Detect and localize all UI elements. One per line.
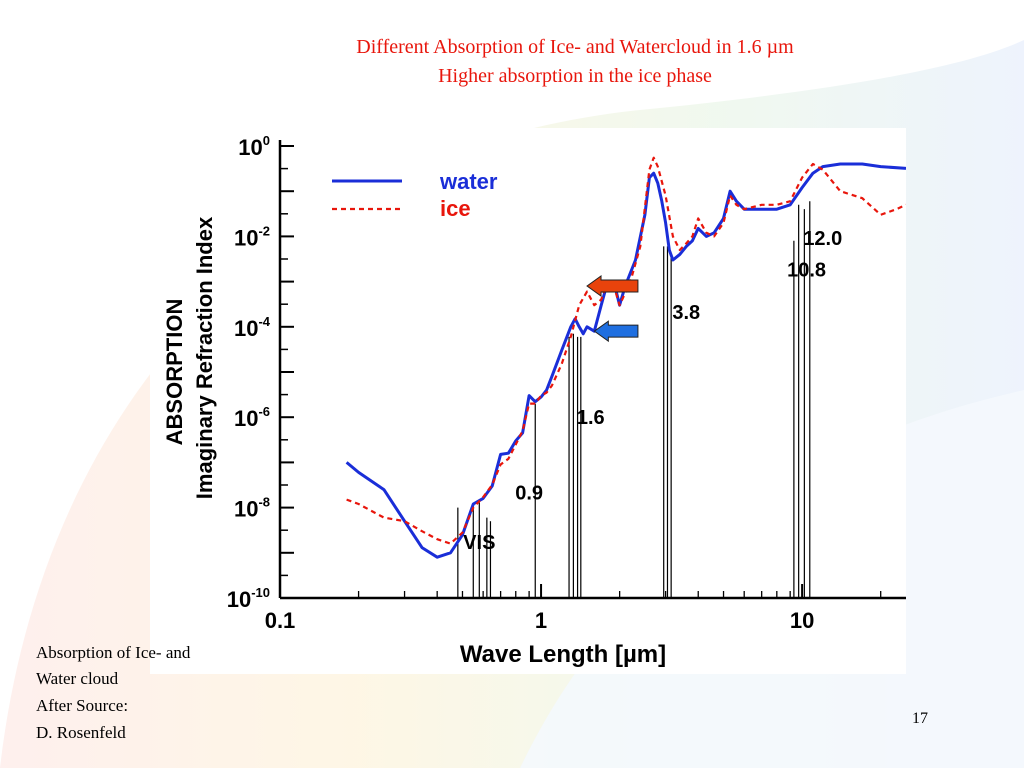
y-tick-label: 100 — [238, 133, 270, 160]
band-label: 1.6 — [577, 407, 605, 429]
caption-line-2: Water cloud — [36, 669, 119, 688]
y-tick-label: 10-10 — [227, 585, 270, 612]
slide-subtitle: Higher absorption in the ice phase — [438, 65, 712, 87]
slide-title: Different Absorption of Ice- and Watercl… — [356, 36, 794, 58]
page-number: 17 — [912, 710, 928, 727]
x-axis-title: Wave Length [µm] — [460, 641, 666, 668]
absorption-chart: 100 10-2 10-4 10-6 10-8 10-100.1 1 10 Wave Lengt… — [162, 133, 906, 668]
ice-arrow — [586, 275, 639, 297]
ice-series-line — [346, 156, 906, 545]
band-label: 12.0 — [803, 228, 842, 250]
y-axis-title-line2: Imaginary Refraction Index — [192, 216, 217, 499]
band-label: 0.9 — [515, 483, 543, 505]
x-tick-label: 0.1 — [265, 608, 296, 633]
y-tick-label: 10-4 — [234, 314, 271, 341]
x-tick-label: 1 — [535, 608, 547, 633]
caption-line-1: Absorption of Ice- and — [36, 643, 191, 662]
legend-water-label: water — [439, 169, 498, 194]
y-axis-title-line1: ABSORPTION — [162, 299, 187, 446]
water-series-line — [345, 162, 906, 559]
caption-line-4: D. Rosenfeld — [36, 723, 126, 742]
legend-ice-label: ice — [440, 196, 471, 221]
x-tick-label: 10 — [790, 608, 814, 633]
y-tick-label: 10-8 — [234, 495, 270, 522]
y-tick-label: 10-6 — [234, 404, 270, 431]
water-arrow — [593, 320, 639, 343]
band-label: VIS — [463, 532, 495, 554]
band-label: 10.8 — [787, 259, 826, 281]
absorption-chart-panel: 100 10-2 10-4 10-6 10-8 10-10 0.1 1 10 Wave Lengt… — [150, 128, 906, 674]
band-label: 3.8 — [672, 302, 700, 324]
y-tick-label: 10-2 — [234, 223, 270, 250]
caption-line-3: After Source: — [36, 696, 129, 715]
